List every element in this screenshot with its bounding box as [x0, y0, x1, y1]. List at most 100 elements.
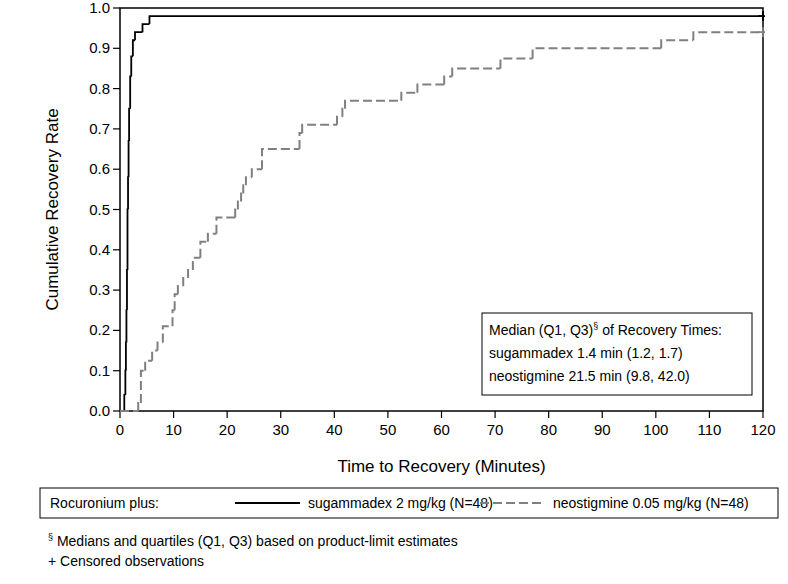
- y-tick-label: 0.2: [89, 321, 110, 338]
- x-tick-label: 10: [165, 421, 182, 438]
- x-tick: [602, 411, 603, 418]
- step-segment: [127, 210, 129, 270]
- step-segment: [135, 32, 143, 40]
- x-tick-label: 60: [433, 421, 450, 438]
- annotation-line: sugammadex 1.4 min (1.2, 1.7): [489, 345, 683, 361]
- plot-frame: [120, 8, 763, 411]
- step-segment: [417, 85, 444, 93]
- step-segment: [200, 242, 208, 258]
- step-segment: [193, 258, 201, 270]
- x-tick-label: 0: [116, 421, 124, 438]
- step-segment: [452, 68, 500, 76]
- y-tick: [113, 7, 120, 8]
- y-tick: [113, 48, 120, 49]
- y-tick: [113, 410, 120, 411]
- y-tick-label: 0.3: [89, 281, 110, 298]
- step-segment: [120, 410, 138, 412]
- annotation-title: Median (Q1, Q3)§ of Recovery Times:: [489, 321, 722, 338]
- x-tick: [119, 411, 120, 418]
- y-tick: [113, 128, 120, 129]
- step-segment: [345, 101, 401, 109]
- step-segment: [158, 342, 163, 350]
- step-segment: [533, 48, 662, 58]
- text-run: Medians and quartiles (Q1, Q3) based on …: [53, 533, 458, 549]
- step-segment: [152, 351, 157, 361]
- step-segment: [131, 56, 133, 76]
- step-segment: [401, 93, 417, 101]
- step-segment: [252, 169, 262, 177]
- x-tick-label: 80: [540, 421, 557, 438]
- legend-swatch: [235, 502, 300, 504]
- footnote: § Medians and quartiles (Q1, Q3) based o…: [48, 532, 458, 549]
- step-segment: [125, 342, 127, 370]
- y-tick: [113, 88, 120, 89]
- series-group: [120, 27, 765, 411]
- y-tick-label: 0.4: [89, 241, 110, 258]
- step-segment: [300, 133, 303, 149]
- step-segment: [128, 141, 130, 177]
- step-segment: [337, 117, 342, 125]
- y-tick-label: 0.8: [89, 80, 110, 97]
- x-tick-label: 70: [487, 421, 504, 438]
- step-segment: [183, 278, 188, 286]
- legend-label: sugammadex 2 mg/kg (N=48): [308, 495, 493, 511]
- x-tick-label: 20: [219, 421, 236, 438]
- step-segment: [133, 40, 135, 56]
- step-segment: [444, 77, 452, 85]
- step-segment: [246, 177, 252, 185]
- step-segment: [208, 234, 217, 242]
- x-tick-label: 110: [697, 421, 721, 438]
- x-tick: [655, 411, 656, 418]
- series-group: [120, 11, 765, 411]
- chart-container: 0.00.10.20.30.40.50.60.70.80.91.00102030…: [0, 0, 788, 584]
- step-segment: [342, 109, 345, 117]
- step-segment: [175, 294, 178, 310]
- censor-mark: [758, 27, 765, 37]
- y-tick-label: 1.0: [89, 0, 110, 16]
- x-tick: [173, 411, 174, 418]
- step-segment: [163, 326, 173, 342]
- step-segment: [262, 149, 300, 169]
- text-run: Median (Q1, Q3): [489, 322, 593, 338]
- step-segment: [138, 403, 141, 411]
- step-segment: [173, 310, 175, 326]
- x-tick: [548, 411, 549, 418]
- x-tick: [227, 411, 228, 418]
- y-tick: [113, 249, 120, 250]
- step-segment: [127, 177, 129, 209]
- x-tick: [280, 411, 281, 418]
- chart-svg: 0.00.10.20.30.40.50.60.70.80.91.00102030…: [0, 0, 788, 584]
- x-tick: [762, 411, 763, 418]
- step-segment: [178, 286, 183, 294]
- step-segment: [129, 109, 130, 141]
- x-tick: [387, 411, 388, 418]
- step-segment: [188, 270, 193, 278]
- y-tick: [113, 290, 120, 291]
- annotation-line: neostigmine 21.5 min (9.8, 42.0): [489, 368, 690, 384]
- y-tick: [113, 330, 120, 331]
- legend-title: Rocuronium plus:: [50, 495, 159, 511]
- y-tick-label: 0.7: [89, 120, 110, 137]
- y-tick-label: 0.5: [89, 201, 110, 218]
- y-tick: [113, 370, 120, 371]
- x-tick-label: 40: [326, 421, 343, 438]
- x-tick: [441, 411, 442, 418]
- step-segment: [661, 40, 693, 48]
- legend-swatch: [480, 502, 545, 504]
- step-segment: [500, 58, 532, 68]
- step-segment: [241, 193, 243, 201]
- step-segment: [130, 77, 131, 109]
- x-tick-label: 50: [380, 421, 397, 438]
- step-segment: [141, 371, 145, 403]
- y-tick-label: 0.6: [89, 160, 110, 177]
- step-segment: [302, 125, 337, 133]
- x-tick: [334, 411, 335, 418]
- x-tick: [709, 411, 710, 418]
- x-axis-label: Time to Recovery (Minutes): [337, 457, 545, 476]
- censor-mark: [758, 11, 765, 21]
- x-tick-label: 100: [643, 421, 668, 438]
- legend-box: [40, 488, 778, 518]
- step-segment: [126, 270, 128, 310]
- y-tick-label: 0.0: [89, 402, 110, 419]
- step-segment: [143, 24, 150, 32]
